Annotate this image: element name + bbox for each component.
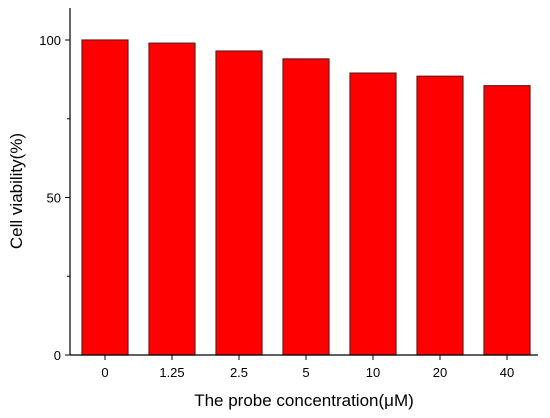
x-tick-label-10: 10 bbox=[366, 365, 380, 380]
x-tick-label-0: 0 bbox=[101, 365, 108, 380]
y-axis-label: Cell viability(%) bbox=[7, 133, 26, 249]
x-tick-label-2.5: 2.5 bbox=[230, 365, 248, 380]
y-tick-label-0: 0 bbox=[54, 348, 61, 363]
bar-20 bbox=[416, 75, 464, 356]
bar-1.25 bbox=[148, 42, 196, 356]
bar-5 bbox=[282, 58, 330, 356]
axes-group bbox=[69, 8, 538, 356]
bar-2.5 bbox=[215, 50, 263, 356]
x-ticks-group: 0 1.25 2.5 5 10 20 40 bbox=[101, 355, 514, 380]
bar-10 bbox=[349, 72, 397, 356]
bar-40 bbox=[483, 85, 531, 356]
x-tick-label-1.25: 1.25 bbox=[159, 365, 184, 380]
x-tick-label-20: 20 bbox=[433, 365, 447, 380]
x-tick-label-5: 5 bbox=[302, 365, 309, 380]
bar-0 bbox=[81, 39, 129, 356]
x-axis-label: The probe concentration(μM) bbox=[194, 391, 414, 410]
y-tick-label-50: 50 bbox=[47, 191, 61, 206]
y-ticks-group: 0 50 100 bbox=[39, 33, 70, 363]
y-tick-label-100: 100 bbox=[39, 33, 61, 48]
bars-group bbox=[81, 39, 531, 356]
x-tick-label-40: 40 bbox=[500, 365, 514, 380]
